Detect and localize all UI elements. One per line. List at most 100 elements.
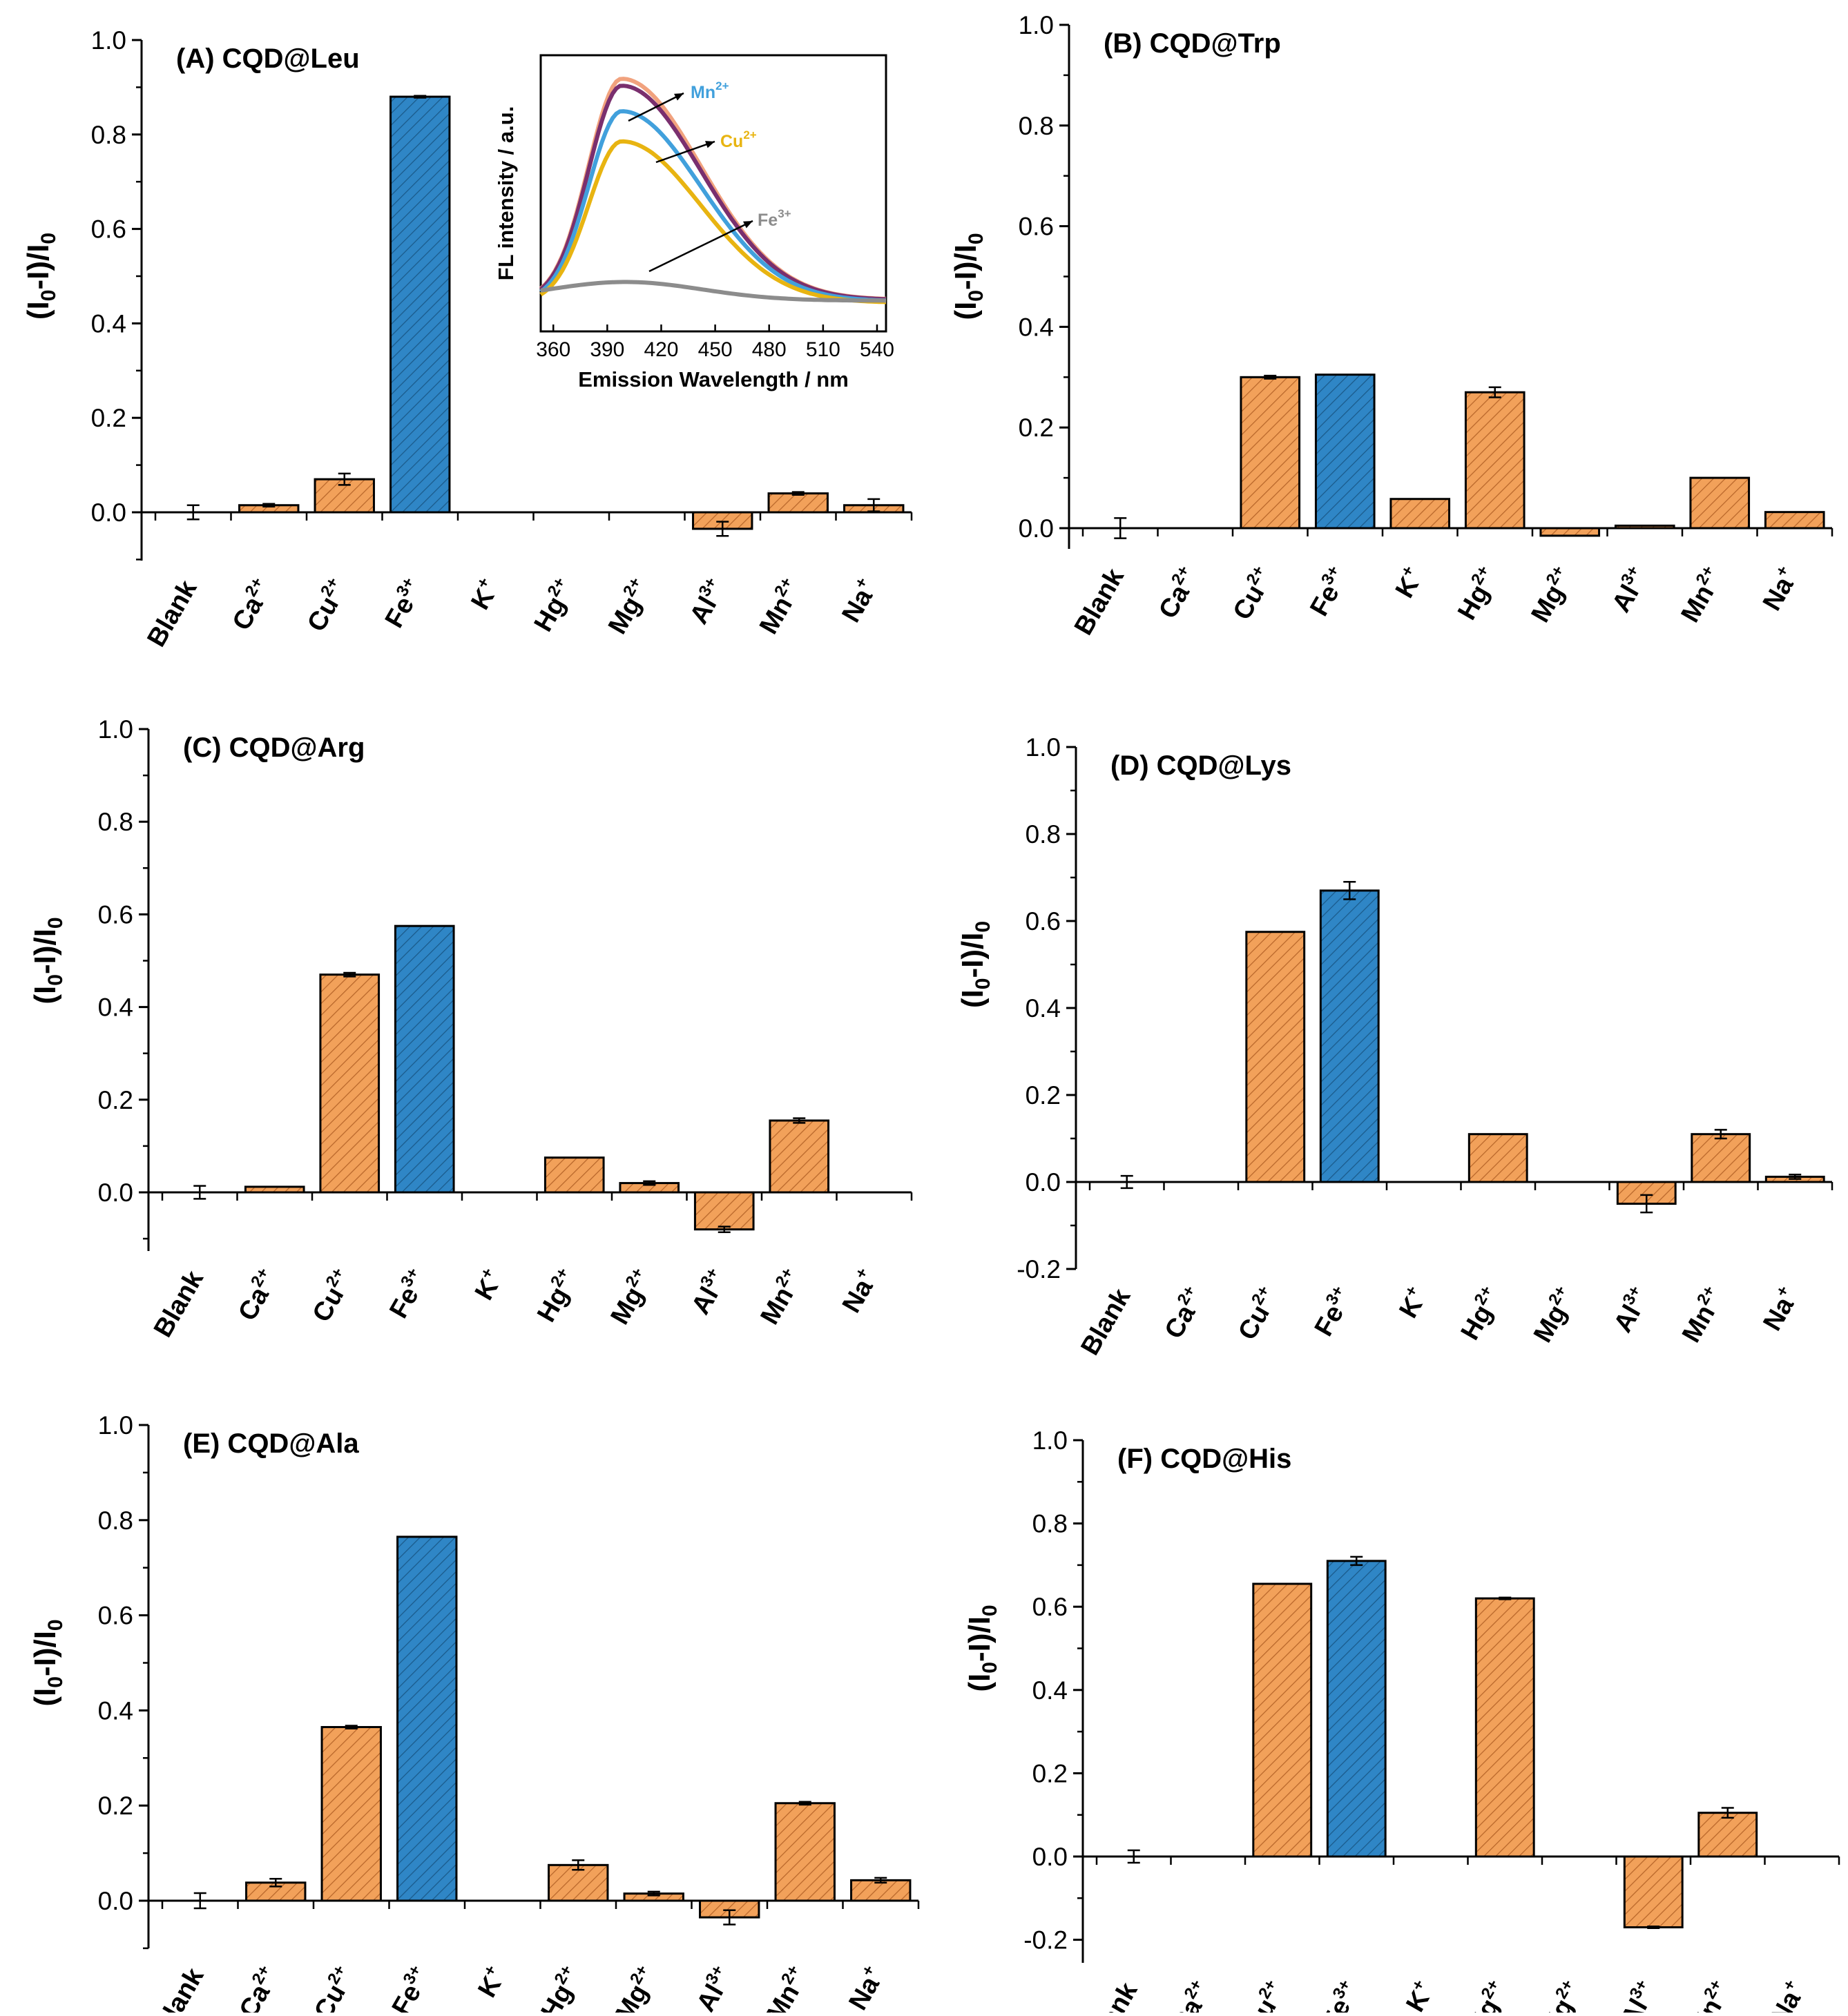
inset-annotation: Fe3+ [758, 207, 791, 230]
bar-hg2 [1474, 1597, 1535, 1858]
inset-x-label: Emission Wavelength / nm [578, 367, 849, 391]
bar-mn2 [1691, 1133, 1751, 1183]
x-tick-label: Fe3+ [377, 574, 430, 633]
panel-title: (C) CQD@Arg [183, 733, 365, 763]
y-tick-label: 0.6 [98, 900, 133, 929]
y-tick-label: 0.6 [98, 1602, 133, 1630]
y-tick-label: 0.2 [1019, 414, 1054, 442]
x-tick-label: Blank [142, 575, 203, 652]
x-tick-label: Blank [148, 1266, 210, 1342]
x-tick-label: K+ [1398, 1977, 1441, 2013]
inset-spectrum: 360 390 420 450 480 510 540 Mn2+ Cu2+ Fe3+ Emissio… [494, 54, 894, 391]
x-tick-label: K+ [470, 1962, 512, 2003]
bar-fe3 [1319, 889, 1380, 1183]
inset-arrow [648, 220, 753, 273]
x-tick-label: Na+ [834, 574, 883, 628]
y-tick-label: -0.2 [1017, 1255, 1061, 1283]
x-tick-label: Ca2+ [231, 1962, 285, 2013]
inset-arrowhead [743, 221, 753, 229]
x-tick-label: Al3+ [1604, 563, 1655, 618]
x-tick-label: Ca2+ [224, 574, 278, 636]
x-tick-label: Ca2+ [1151, 563, 1205, 624]
inset-x-tick-label: 390 [590, 338, 624, 361]
bar-cu2 [319, 973, 381, 1194]
inset-series-fe3 [540, 280, 887, 303]
x-tick-label: Hg2+ [1453, 1283, 1508, 1346]
y-tick-label: 1.0 [98, 1411, 133, 1440]
x-tick-label: Hg2+ [533, 1962, 588, 2013]
x-tick-label: Na+ [1755, 563, 1804, 616]
inset-series-mn2 [539, 109, 887, 303]
panel-title: (A) CQD@Leu [176, 43, 360, 74]
y-tick-label: 0.0 [91, 498, 126, 527]
bar-mg2 [1539, 527, 1601, 537]
y-axis-label: (I0-I)/I0 [21, 233, 60, 320]
bar-fe3 [396, 1535, 458, 1902]
x-tick-label: Fe3+ [382, 1265, 434, 1324]
y-tick-label: 0.4 [98, 994, 133, 1022]
x-tick-label: Mg2+ [1533, 1977, 1589, 2013]
y-axis-label: (I0-I)/I0 [28, 1619, 67, 1706]
x-tick-label: Na+ [1762, 1977, 1811, 2013]
panel-title: (B) CQD@Trp [1104, 28, 1281, 59]
bar-al3 [1623, 1855, 1684, 1929]
x-tick-label: K+ [1387, 563, 1430, 603]
bar-mn2 [767, 492, 829, 514]
y-tick-label: 1.0 [1019, 11, 1054, 39]
bar-fe3 [389, 95, 451, 514]
x-tick-label: Cu2+ [1225, 563, 1280, 626]
x-tick-label: K+ [1392, 1283, 1434, 1324]
panel-e: 0.0 0.2 0.4 0.6 0.8 1.0 Blank Ca2+ Cu2+ Fe3+ K+ Hg2… [28, 1411, 920, 2016]
bar-na [1764, 511, 1825, 530]
y-axis-label: (I0-I)/I0 [963, 1605, 1001, 1692]
x-tick-label: Mn2+ [1673, 563, 1729, 628]
x-tick-label: Cu2+ [1238, 1977, 1292, 2013]
bar-cu2 [320, 1726, 382, 1902]
bar-cu2 [1240, 376, 1301, 530]
inset-arrowhead [674, 93, 684, 101]
x-tick-label: Fe3+ [384, 1962, 436, 2013]
y-tick-label: 0.2 [91, 404, 126, 432]
panel-f: -0.2 0.0 0.2 0.4 0.6 0.8 1.0 Blank Ca2+ Cu2+ Fe3+ K… [963, 1426, 1840, 2016]
y-tick-label: 0.6 [1026, 907, 1061, 936]
y-tick-label: 0.8 [91, 121, 126, 149]
bar-fe3 [1326, 1560, 1387, 1858]
inset-series-cu2 [539, 139, 887, 304]
x-tick-label: Mg2+ [603, 1265, 659, 1330]
y-tick-label: 0.2 [1026, 1081, 1061, 1109]
x-tick-label: Mg2+ [608, 1962, 664, 2013]
x-tick-label: Al3+ [682, 574, 733, 630]
y-tick-label: 1.0 [98, 715, 133, 744]
x-tick-label: Cu2+ [305, 1265, 359, 1328]
y-axis-label: (I0-I)/I0 [956, 921, 994, 1008]
y-tick-label: -0.2 [1023, 1926, 1068, 1955]
x-tick-label: Blank [1082, 1977, 1144, 2013]
y-tick-label: 0.8 [1019, 112, 1054, 140]
x-tick-label: Mn2+ [752, 574, 808, 639]
x-tick-label: Al3+ [684, 1265, 734, 1320]
panel-c: 0.0 0.2 0.4 0.6 0.8 1.0 Blank Ca2+ Cu2+ Fe3+ K+ Hg2… [28, 715, 913, 1342]
panel-b: 0.0 0.2 0.4 0.6 0.8 1.0 Blank Ca2+ Cu2+ Fe3+ K+ Hg2… [949, 11, 1833, 640]
x-tick-label: Blank [1069, 563, 1130, 640]
y-tick-label: 0.2 [1032, 1759, 1068, 1787]
y-tick-label: 0.8 [98, 1506, 133, 1535]
panel-title: (F) CQD@His [1117, 1444, 1291, 1474]
x-tick-label: Hg2+ [1460, 1977, 1514, 2013]
y-tick-label: 0.0 [98, 1179, 133, 1207]
inset-annotation: Mn2+ [691, 79, 729, 102]
bar-fe3 [1314, 374, 1376, 530]
x-tick-label: Al3+ [689, 1962, 740, 2013]
x-tick-label: Al3+ [1606, 1283, 1657, 1338]
bar-hg2 [1464, 391, 1525, 530]
bar-hg2 [543, 1156, 605, 1194]
y-tick-label: 0.6 [1019, 213, 1054, 241]
y-tick-label: 0.4 [98, 1696, 133, 1725]
bar-mn2 [1697, 1812, 1758, 1858]
y-axis-label: (I0-I)/I0 [28, 917, 67, 1004]
x-tick-label: Mg2+ [1526, 1283, 1582, 1348]
x-tick-label: Mn2+ [759, 1962, 815, 2013]
x-tick-label: Mg2+ [601, 574, 657, 639]
y-tick-label: 0.8 [1026, 820, 1061, 849]
y-tick-label: 0.4 [1019, 313, 1054, 341]
